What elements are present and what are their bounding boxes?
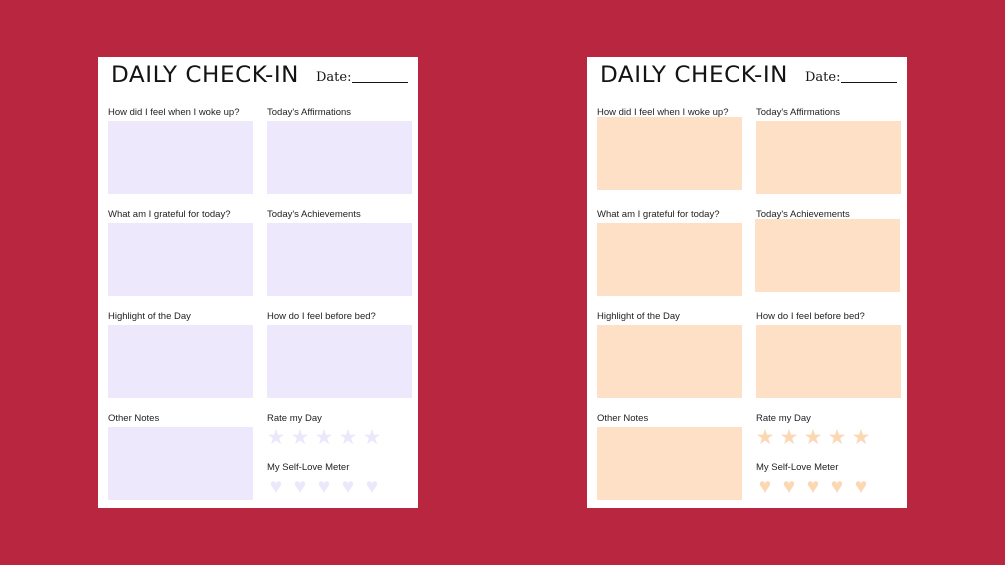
box-notes [108, 427, 253, 500]
box-grateful [597, 223, 742, 296]
heart-icon[interactable]: ♥ [269, 475, 283, 498]
star-icon[interactable]: ★ [266, 426, 286, 449]
prompt-woke-up: How did I feel when I woke up? [597, 107, 729, 118]
rating-stars: ★ ★ ★ ★ ★ [266, 426, 382, 449]
heart-icon[interactable]: ♥ [806, 475, 820, 498]
prompt-woke-up: How did I feel when I woke up? [108, 107, 240, 118]
heart-icon[interactable]: ♥ [854, 475, 868, 498]
prompt-affirmations: Today's Affirmations [267, 107, 352, 118]
box-before-bed [756, 325, 901, 398]
sheet-title: DAILY CHECK-IN [111, 63, 299, 88]
box-affirmations [267, 121, 412, 194]
self-love-hearts: ♥ ♥ ♥ ♥ ♥ [755, 475, 871, 498]
star-icon[interactable]: ★ [338, 426, 358, 449]
sheet-title: DAILY CHECK-IN [600, 63, 788, 88]
heart-icon[interactable]: ♥ [830, 475, 844, 498]
star-icon[interactable]: ★ [779, 426, 799, 449]
box-woke-up [108, 121, 253, 194]
heart-icon[interactable]: ♥ [758, 475, 772, 498]
box-achievements [267, 223, 412, 296]
prompt-grateful: What am I grateful for today? [108, 209, 231, 220]
box-highlight [108, 325, 253, 398]
rating-stars: ★ ★ ★ ★ ★ [755, 426, 871, 449]
self-love-hearts: ♥ ♥ ♥ ♥ ♥ [266, 475, 382, 498]
prompt-rate-day: Rate my Day [756, 413, 811, 424]
box-before-bed [267, 325, 412, 398]
box-grateful [108, 223, 253, 296]
heart-icon[interactable]: ♥ [341, 475, 355, 498]
star-icon[interactable]: ★ [803, 426, 823, 449]
prompt-before-bed: How do I feel before bed? [267, 311, 376, 322]
prompt-self-love: My Self-Love Meter [756, 462, 839, 473]
prompt-notes: Other Notes [597, 413, 649, 424]
heart-icon[interactable]: ♥ [317, 475, 331, 498]
star-icon[interactable]: ★ [851, 426, 871, 449]
prompt-affirmations: Today's Affirmations [756, 107, 841, 118]
star-icon[interactable]: ★ [827, 426, 847, 449]
prompt-highlight: Highlight of the Day [597, 311, 680, 322]
prompt-before-bed: How do I feel before bed? [756, 311, 865, 322]
date-line [841, 82, 897, 83]
box-notes [597, 427, 742, 500]
prompt-grateful: What am I grateful for today? [597, 209, 720, 220]
star-icon[interactable]: ★ [290, 426, 310, 449]
prompt-highlight: Highlight of the Day [108, 311, 191, 322]
star-icon[interactable]: ★ [755, 426, 775, 449]
star-icon[interactable]: ★ [362, 426, 382, 449]
box-woke-up [597, 117, 742, 190]
prompt-achievements: Today's Achievements [267, 209, 361, 220]
prompt-achievements: Today's Achievements [756, 209, 850, 220]
date-line [352, 82, 408, 83]
date-label: Date: [316, 70, 352, 85]
box-affirmations [756, 121, 901, 194]
date-label: Date: [805, 70, 841, 85]
prompt-self-love: My Self-Love Meter [267, 462, 350, 473]
box-highlight [597, 325, 742, 398]
star-icon[interactable]: ★ [314, 426, 334, 449]
heart-icon[interactable]: ♥ [365, 475, 379, 498]
box-achievements [755, 219, 900, 292]
heart-icon[interactable]: ♥ [782, 475, 796, 498]
prompt-rate-day: Rate my Day [267, 413, 322, 424]
checkin-sheet-lavender: DAILY CHECK-IN Date: How did I feel when… [98, 57, 418, 508]
checkin-sheet-peach: DAILY CHECK-IN Date: How did I feel when… [587, 57, 907, 508]
prompt-notes: Other Notes [108, 413, 160, 424]
heart-icon[interactable]: ♥ [293, 475, 307, 498]
